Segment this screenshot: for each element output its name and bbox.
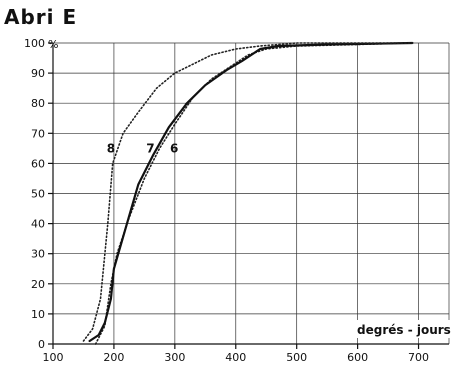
series-line-8 [82,42,414,342]
series-group [82,41,414,345]
y-tick-label: 10 [31,308,45,321]
y-tick-label: 20 [31,278,45,291]
chart-title: Abri E [4,5,77,29]
x-tick-label: 500 [286,351,307,364]
series-line-7 [88,41,414,343]
y-tick-label: 100 [24,37,45,50]
series-labels: 8 7 6 [107,141,179,155]
y-tick-label: 50 [31,188,45,201]
x-tick-label: 300 [164,351,185,364]
x-ticks: 100 200 300 400 500 600 700 [43,351,430,364]
y-tick-label: 60 [31,157,45,170]
y-tick-label: 70 [31,127,45,140]
y-ticks: 0 10 20 30 40 50 60 70 80 90 100 [24,37,45,351]
y-tick-label: 80 [31,97,45,110]
y-tick-label: 30 [31,248,45,261]
axes [48,42,449,349]
series-line-6 [94,42,408,345]
y-tick-label: 0 [38,338,45,351]
series-label-8: 8 [107,141,115,155]
x-axis-label-bg [354,320,450,338]
series-label-7: 7 [146,141,154,155]
x-axis-label: degrés - jours [357,323,451,337]
grid [53,42,450,344]
x-tick-label: 700 [408,351,429,364]
series-label-6: 6 [170,141,178,155]
x-tick-label: 200 [103,351,124,364]
x-tick-label: 600 [347,351,368,364]
x-tick-label: 100 [43,351,64,364]
y-tick-label: 40 [31,218,45,231]
y-tick-label: 90 [31,67,45,80]
x-tick-label: 400 [225,351,246,364]
